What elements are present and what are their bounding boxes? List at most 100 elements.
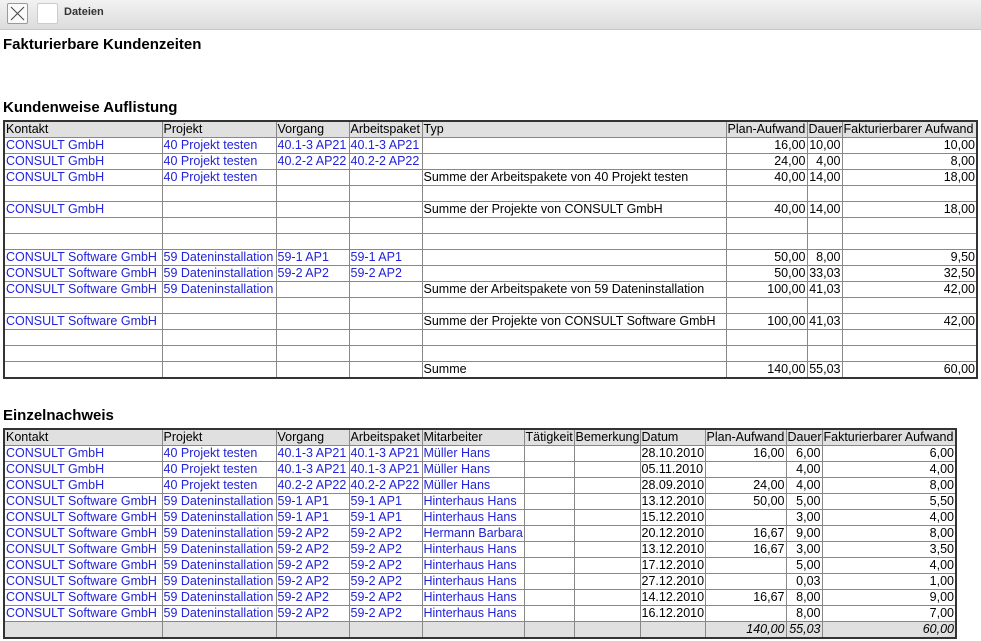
column-header[interactable]: Bemerkung — [573, 428, 641, 446]
cell-link[interactable]: CONSULT GmbH — [3, 201, 163, 218]
cell-link[interactable]: Hinterhaus Hans — [421, 557, 525, 574]
cell-link[interactable]: 59-1 AP1 — [275, 493, 350, 510]
cell-link[interactable]: CONSULT GmbH — [3, 477, 163, 494]
column-header[interactable]: Fakturierbarer Aufwand — [821, 428, 957, 446]
cell-link[interactable]: 40.2-2 AP22 — [275, 477, 350, 494]
cell-link[interactable]: 59 Dateninstallation — [161, 525, 277, 542]
cell-link[interactable]: 59-1 AP1 — [348, 509, 423, 526]
cell-link[interactable]: CONSULT Software GmbH — [3, 313, 163, 330]
cell-link[interactable]: 59 Dateninstallation — [161, 509, 277, 526]
column-header[interactable]: Mitarbeiter — [421, 428, 525, 446]
column-header[interactable]: Arbeitspaket — [348, 428, 423, 446]
cell-link[interactable]: 59-1 AP1 — [348, 249, 423, 266]
cell-link[interactable]: CONSULT Software GmbH — [3, 605, 163, 622]
cell-link[interactable]: 59-1 AP1 — [348, 493, 423, 510]
cell-link[interactable]: CONSULT Software GmbH — [3, 265, 163, 282]
cell-link[interactable]: Müller Hans — [421, 461, 525, 478]
cell-link[interactable]: 59 Dateninstallation — [161, 557, 277, 574]
cell-link[interactable]: 59-2 AP2 — [275, 525, 350, 542]
cell-link[interactable]: CONSULT Software GmbH — [3, 541, 163, 558]
column-header[interactable]: Fakturierbarer Aufwand — [841, 120, 978, 138]
cell-link[interactable]: Müller Hans — [421, 477, 525, 494]
cell-link[interactable]: 40 Projekt testen — [161, 137, 277, 154]
cell-link[interactable]: 40.2-2 AP22 — [275, 153, 350, 170]
cell-link[interactable]: 40.1-3 AP21 — [275, 461, 350, 478]
cell-link[interactable]: 40.1-3 AP21 — [275, 445, 350, 462]
column-header[interactable]: Dauer — [785, 428, 823, 446]
cell-link[interactable]: CONSULT GmbH — [3, 445, 163, 462]
cell-link[interactable]: CONSULT Software GmbH — [3, 281, 163, 298]
column-header[interactable]: Datum — [639, 428, 706, 446]
cell-link[interactable]: Hinterhaus Hans — [421, 493, 525, 510]
column-header[interactable]: Arbeitspaket — [348, 120, 423, 138]
column-header[interactable]: Dauer — [806, 120, 843, 138]
close-button[interactable] — [7, 3, 28, 24]
cell-link[interactable]: 59-2 AP2 — [348, 541, 423, 558]
column-header[interactable]: Vorgang — [275, 120, 350, 138]
cell-link[interactable]: CONSULT Software GmbH — [3, 589, 163, 606]
cell-link[interactable]: 59 Dateninstallation — [161, 281, 277, 298]
cell-link[interactable]: Hermann Barbara — [421, 525, 525, 542]
column-header[interactable]: Kontakt — [3, 120, 163, 138]
cell-link[interactable]: 59 Dateninstallation — [161, 249, 277, 266]
column-header[interactable]: Projekt — [161, 428, 277, 446]
cell-link[interactable]: 59-2 AP2 — [275, 573, 350, 590]
column-header[interactable]: Projekt — [161, 120, 277, 138]
cell-link[interactable]: 59-2 AP2 — [348, 573, 423, 590]
cell-link[interactable]: 59-2 AP2 — [348, 605, 423, 622]
cell-link[interactable]: 40.2-2 AP22 — [348, 477, 423, 494]
cell-link[interactable]: 59-1 AP1 — [275, 509, 350, 526]
cell-link[interactable]: 59-2 AP2 — [275, 605, 350, 622]
cell-link[interactable]: 59 Dateninstallation — [161, 541, 277, 558]
cell-link[interactable]: Hinterhaus Hans — [421, 509, 525, 526]
cell-link[interactable]: Hinterhaus Hans — [421, 573, 525, 590]
cell-link[interactable]: 59-2 AP2 — [275, 541, 350, 558]
cell-link[interactable]: 59-2 AP2 — [348, 265, 423, 282]
cell-link[interactable]: CONSULT GmbH — [3, 137, 163, 154]
table-cell — [161, 345, 277, 362]
cell-link[interactable]: 59-2 AP2 — [348, 525, 423, 542]
cell-link[interactable]: CONSULT Software GmbH — [3, 249, 163, 266]
cell-link[interactable]: 40.1-3 AP21 — [348, 137, 423, 154]
cell-link[interactable]: Hinterhaus Hans — [421, 541, 525, 558]
table-cell — [523, 493, 575, 510]
cell-link[interactable]: CONSULT GmbH — [3, 461, 163, 478]
cell-link[interactable]: CONSULT GmbH — [3, 169, 163, 186]
cell-link[interactable]: 59-2 AP2 — [275, 265, 350, 282]
blank-button[interactable] — [37, 3, 58, 24]
cell-link[interactable]: CONSULT Software GmbH — [3, 557, 163, 574]
cell-link[interactable]: 40 Projekt testen — [161, 153, 277, 170]
cell-link[interactable]: 59-2 AP2 — [348, 557, 423, 574]
cell-link[interactable]: CONSULT Software GmbH — [3, 573, 163, 590]
cell-link[interactable]: 59 Dateninstallation — [161, 589, 277, 606]
cell-link[interactable]: 59 Dateninstallation — [161, 265, 277, 282]
column-header[interactable]: Tätigkeit — [523, 428, 575, 446]
cell-link[interactable]: CONSULT Software GmbH — [3, 493, 163, 510]
cell-link[interactable]: 40 Projekt testen — [161, 445, 277, 462]
cell-link[interactable]: CONSULT Software GmbH — [3, 525, 163, 542]
cell-link[interactable]: 59-2 AP2 — [348, 589, 423, 606]
cell-link[interactable]: 59-1 AP1 — [275, 249, 350, 266]
cell-link[interactable]: 40 Projekt testen — [161, 169, 277, 186]
column-header[interactable]: Vorgang — [275, 428, 350, 446]
cell-link[interactable]: CONSULT Software GmbH — [3, 509, 163, 526]
cell-link[interactable]: 40.1-3 AP21 — [348, 461, 423, 478]
cell-link[interactable]: 59-2 AP2 — [275, 589, 350, 606]
cell-link[interactable]: 40 Projekt testen — [161, 461, 277, 478]
cell-link[interactable]: Müller Hans — [421, 445, 525, 462]
cell-link[interactable]: 40 Projekt testen — [161, 477, 277, 494]
cell-link[interactable]: CONSULT GmbH — [3, 153, 163, 170]
column-header[interactable]: Plan-Aufwand — [725, 120, 808, 138]
cell-link[interactable]: 40.2-2 AP22 — [348, 153, 423, 170]
cell-link[interactable]: 59 Dateninstallation — [161, 605, 277, 622]
column-header[interactable]: Typ — [421, 120, 727, 138]
cell-link[interactable]: 40.1-3 AP21 — [275, 137, 350, 154]
cell-link[interactable]: 59 Dateninstallation — [161, 493, 277, 510]
cell-link[interactable]: 59-2 AP2 — [275, 557, 350, 574]
cell-link[interactable]: Hinterhaus Hans — [421, 589, 525, 606]
column-header[interactable]: Kontakt — [3, 428, 163, 446]
column-header[interactable]: Plan-Aufwand — [704, 428, 787, 446]
cell-link[interactable]: 40.1-3 AP21 — [348, 445, 423, 462]
cell-link[interactable]: Hinterhaus Hans — [421, 605, 525, 622]
cell-link[interactable]: 59 Dateninstallation — [161, 573, 277, 590]
